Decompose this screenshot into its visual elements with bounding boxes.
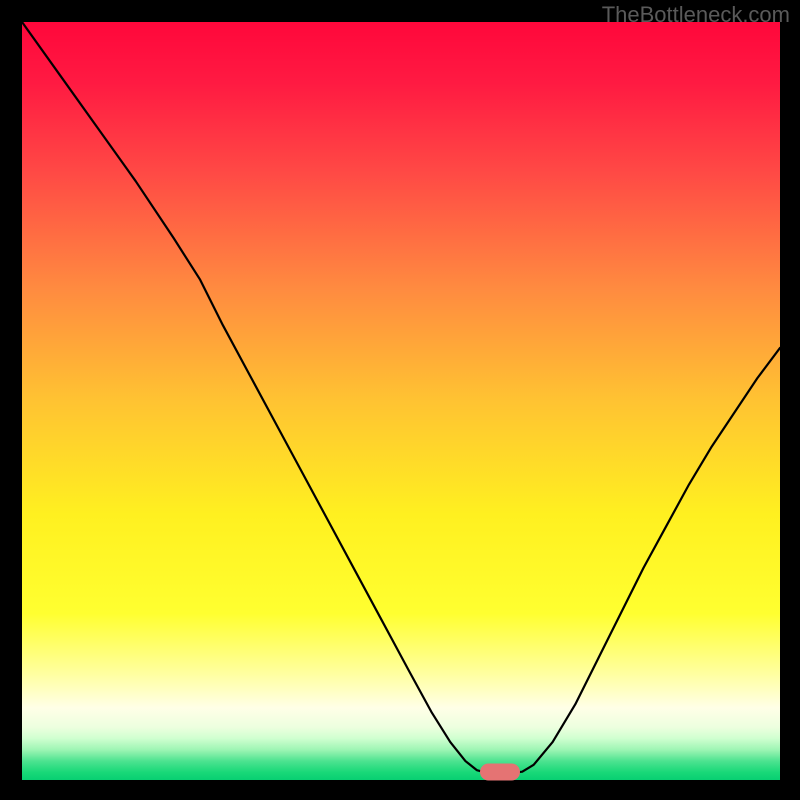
chart-plot-area <box>22 22 780 780</box>
watermark-text: TheBottleneck.com <box>602 2 790 28</box>
chart-gradient-background <box>22 22 780 780</box>
optimal-point-marker <box>480 764 520 781</box>
